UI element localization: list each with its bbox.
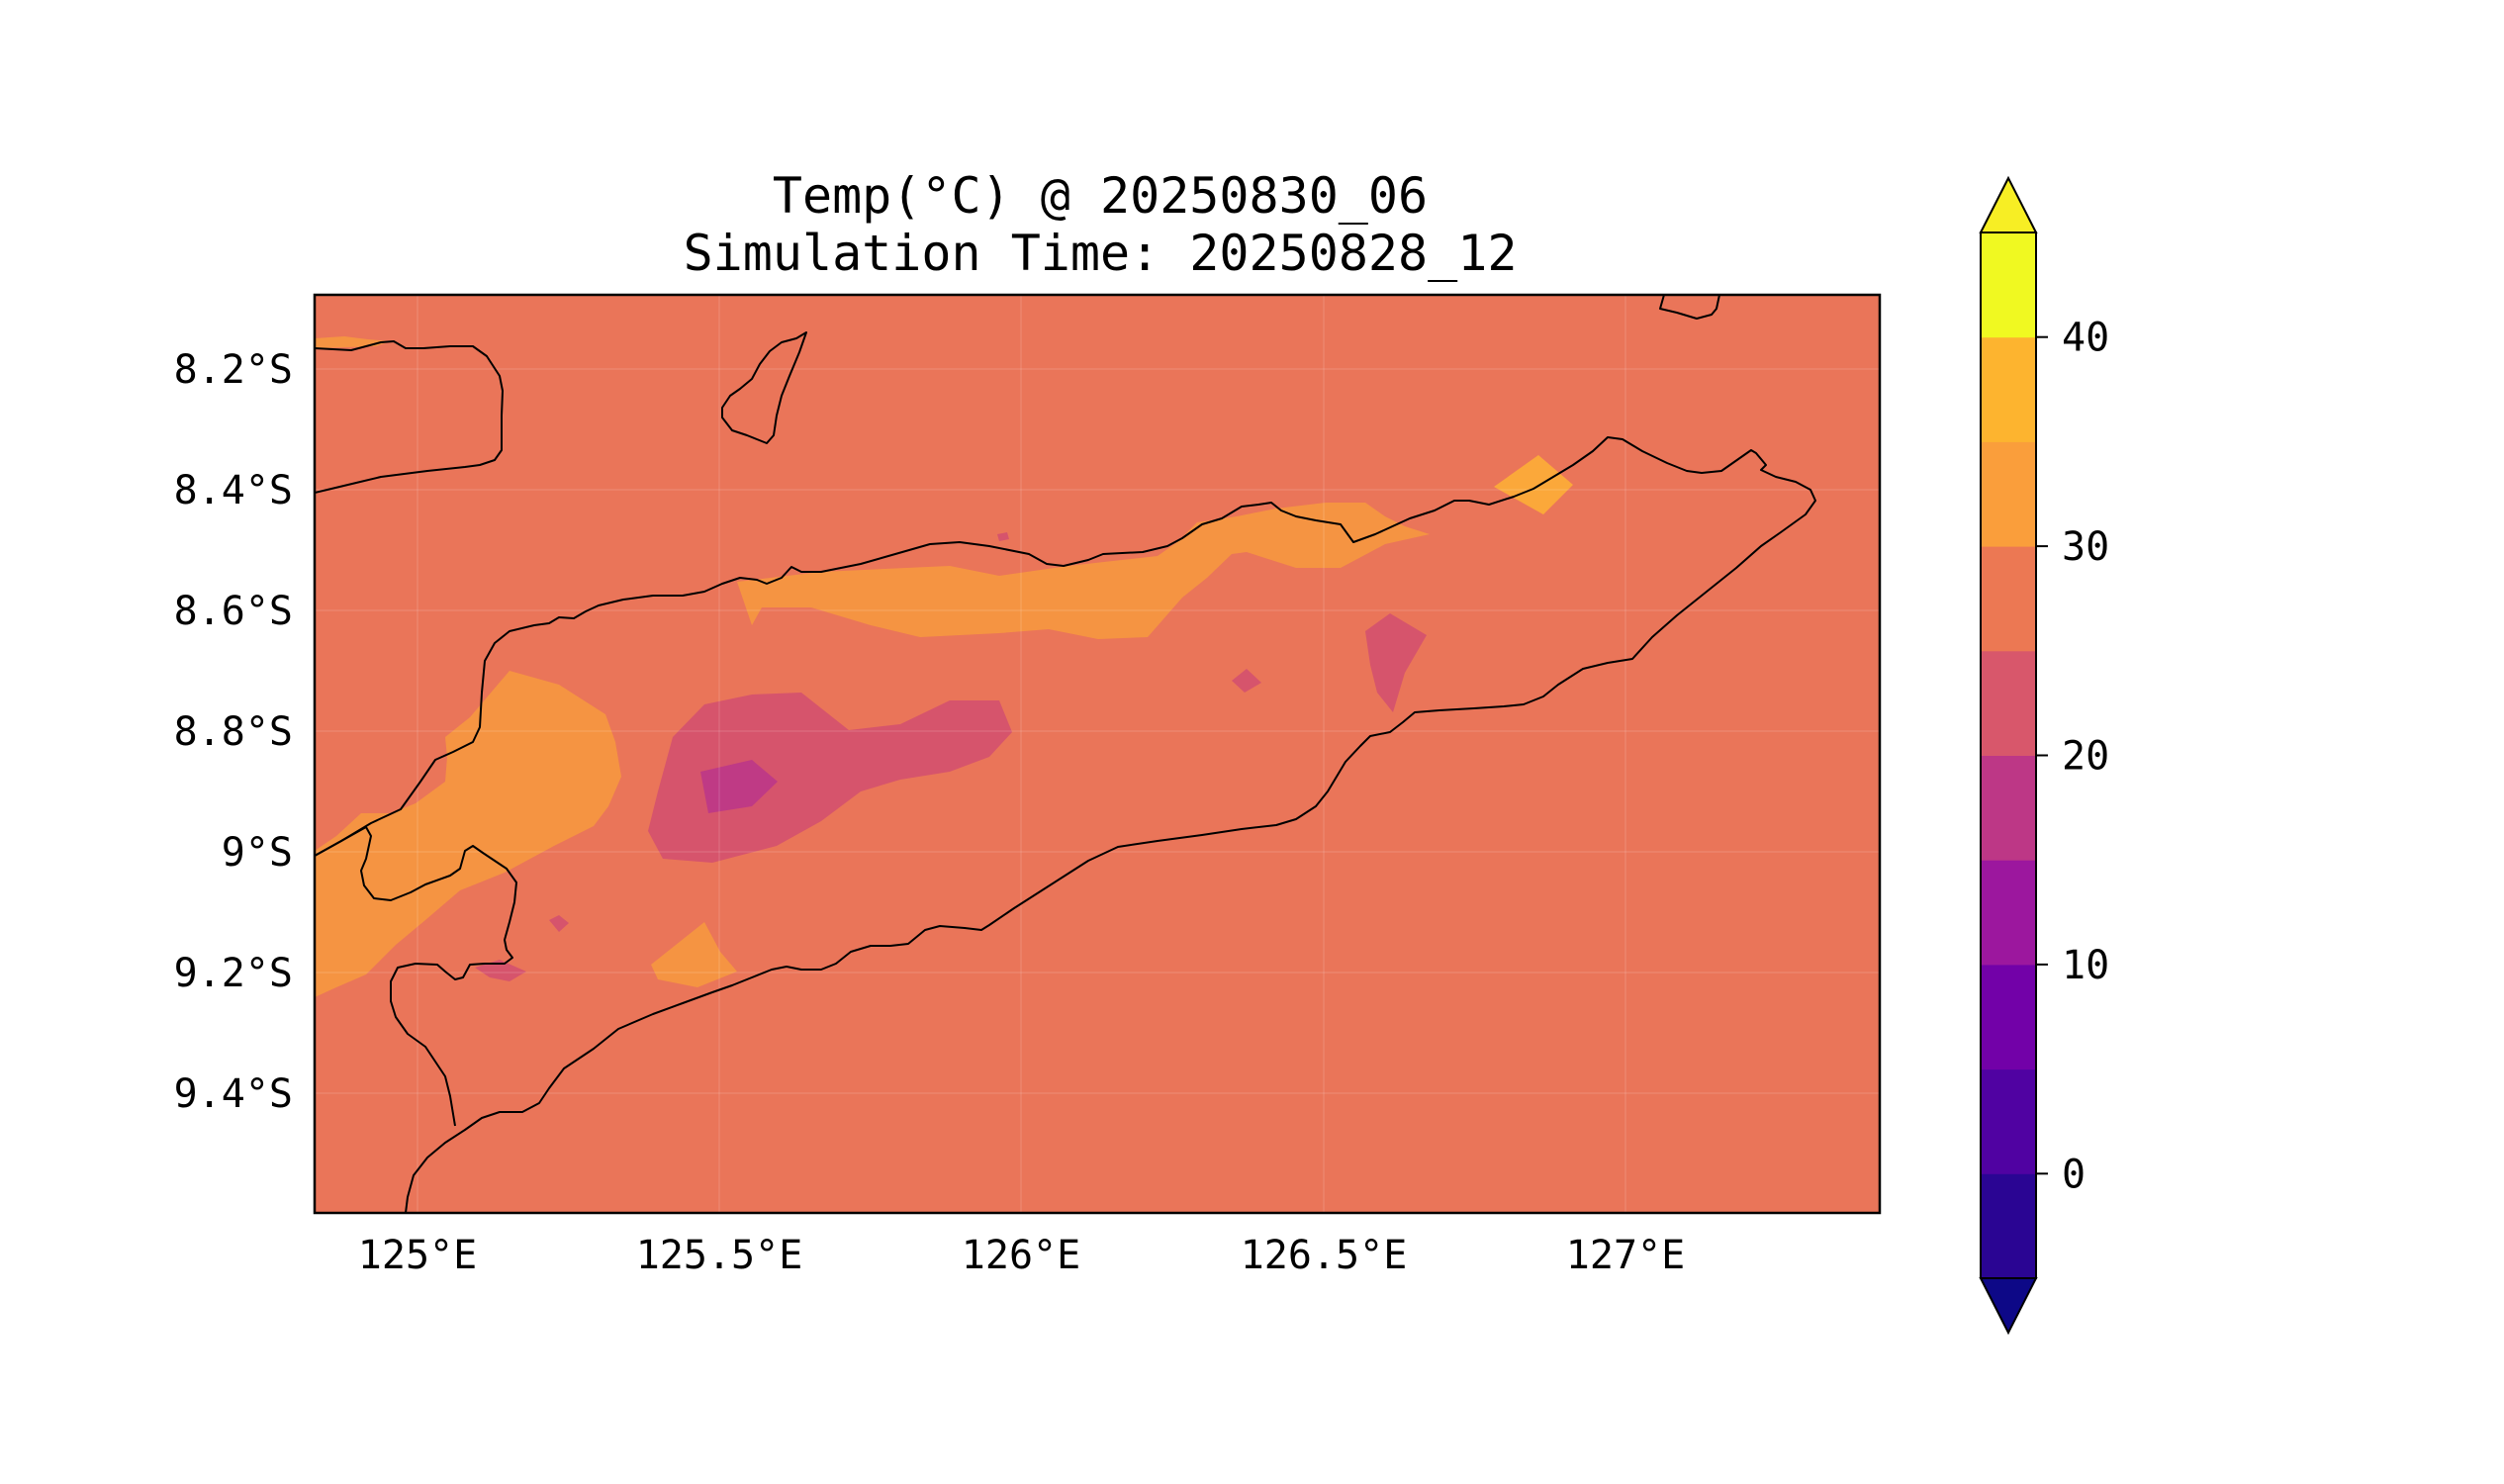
coastline-northeast-island xyxy=(1659,295,1720,320)
map-panel: 125°E 125.5°E 126°E 126.5°E 127°E 8.2°S … xyxy=(174,293,1882,1278)
map-gridlines xyxy=(315,295,1880,1213)
temp-band-30-35-region-north-coast xyxy=(737,503,1430,639)
coastline-atauro-island xyxy=(721,331,807,444)
colorbar-segment xyxy=(1981,860,2036,966)
colorbar-segment xyxy=(1981,1068,2036,1174)
colorbar: 0 10 20 30 40 xyxy=(1979,175,2109,1336)
x-tick-label: 126°E xyxy=(962,1233,1080,1278)
colorbar-segment xyxy=(1981,964,2036,1070)
x-tick-label: 127°E xyxy=(1566,1233,1685,1278)
y-axis: 8.2°S 8.4°S 8.6°S 8.8°S 9°S 9.2°S 9.4°S xyxy=(174,347,293,1117)
temp-band-20-25-region-small-d xyxy=(997,532,1009,541)
temp-band-30-35-region-west xyxy=(315,671,621,997)
temp-band-20-25-region-central xyxy=(648,693,1012,863)
x-tick-label: 126.5°E xyxy=(1241,1233,1408,1278)
y-tick-label: 8.2°S xyxy=(174,347,293,393)
colorbar-segment xyxy=(1981,1173,2036,1279)
map-title-line2: Simulation Time: 20250828_12 xyxy=(684,225,1518,282)
map-frame xyxy=(313,293,1882,1215)
colorbar-segment xyxy=(1981,441,2036,547)
coastline-alor-island xyxy=(315,340,504,494)
coastline-timor-north xyxy=(315,436,1816,1213)
temp-band-20-25-region-small-c xyxy=(549,915,569,932)
y-tick-label: 8.8°S xyxy=(174,709,293,755)
colorbar-tick-label: 10 xyxy=(2062,943,2109,988)
temp-band-30-35-region-east xyxy=(1494,455,1573,514)
temp-band-20-25-region-east xyxy=(1365,613,1427,712)
x-tick-label: 125°E xyxy=(358,1233,477,1278)
coastlines xyxy=(315,295,1816,1213)
coastline-timor-southwest-inlet xyxy=(315,826,517,1127)
colorbar-segment xyxy=(1981,232,2036,338)
temp-band-15-20-region xyxy=(700,760,778,813)
colorbar-tick-label: 0 xyxy=(2062,1152,2086,1197)
colorbar-segment xyxy=(1981,755,2036,861)
colorbar-segment xyxy=(1981,650,2036,756)
colorbar-extend-min xyxy=(1979,1277,2038,1336)
colorbar-segment xyxy=(1981,336,2036,442)
y-tick-label: 9°S xyxy=(222,830,293,876)
temp-band-30-35-region-south xyxy=(651,922,737,987)
colorbar-tick-label: 40 xyxy=(2062,316,2109,361)
y-tick-label: 8.4°S xyxy=(174,468,293,513)
colorbar-extend-max xyxy=(1979,175,2038,233)
x-axis: 125°E 125.5°E 126°E 126.5°E 127°E xyxy=(358,1233,1685,1278)
x-tick-label: 125.5°E xyxy=(636,1233,803,1278)
y-tick-label: 9.4°S xyxy=(174,1071,293,1117)
y-tick-label: 8.6°S xyxy=(174,589,293,634)
map-title-line1: Temp(°C) @ 20250830_06 xyxy=(773,167,1428,225)
temp-band-20-25-region-small-a xyxy=(1232,669,1261,693)
colorbar-tick-label: 20 xyxy=(2062,734,2109,780)
colorbar-segment xyxy=(1981,546,2036,652)
colorbar-tick-label: 30 xyxy=(2062,524,2109,570)
temp-band-20-25-region-small-b xyxy=(475,960,526,981)
y-tick-label: 9.2°S xyxy=(174,951,293,996)
